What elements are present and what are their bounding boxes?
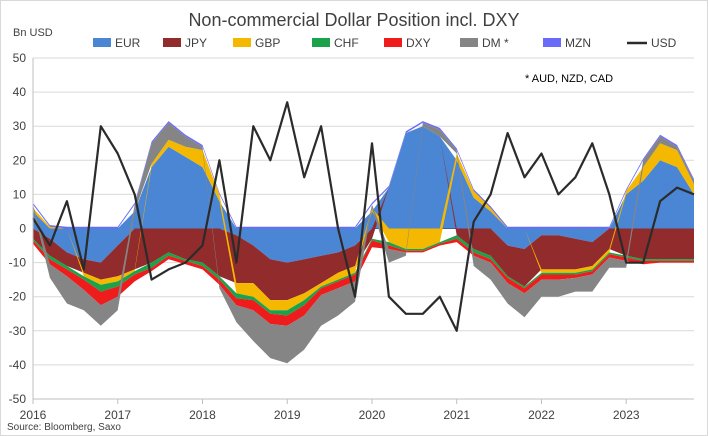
legend-swatch-mzn <box>543 38 561 47</box>
chart-title: Non-commercial Dollar Position incl. DXY <box>188 10 519 30</box>
x-tick-label: 2019 <box>274 408 301 422</box>
legend-swatch-dxy <box>384 38 402 47</box>
x-tick-label: 2018 <box>189 408 216 422</box>
dm-annotation: * AUD, NZD, CAD <box>525 73 613 85</box>
axes: 50 40 30 20 10 0 -10 -20 -30 -40 -50 2016 2017 2018 20… <box>9 51 694 422</box>
y-tick-label: 10 <box>13 187 27 201</box>
y-axis-unit: Bn USD <box>13 27 53 39</box>
y-tick-label: 30 <box>13 119 27 133</box>
legend-label: USD <box>651 36 677 50</box>
x-tick-label: 2023 <box>613 408 640 422</box>
x-tick-label: 2021 <box>443 408 470 422</box>
y-tick-label: 50 <box>13 51 27 65</box>
area-dm <box>33 122 694 364</box>
stacked-areas <box>33 121 694 364</box>
legend-label: DM * <box>482 36 509 50</box>
y-tick-label: -50 <box>9 392 27 406</box>
legend-label: CHF <box>334 36 359 50</box>
x-tick-label: 2017 <box>104 408 131 422</box>
legend-label: DXY <box>406 36 431 50</box>
source-note: Source: Bloomberg, Saxo <box>7 422 121 433</box>
legend-label: GBP <box>255 36 280 50</box>
legend: EUR JPY GBP CHF DXY DM * MZN USD <box>93 36 677 50</box>
y-tick-label: -10 <box>9 256 27 270</box>
legend-label: MZN <box>565 36 591 50</box>
y-tick-label: -30 <box>9 324 27 338</box>
y-tick-label: -40 <box>9 358 27 372</box>
x-tick-label: 2016 <box>20 408 47 422</box>
legend-swatch-gbp <box>233 38 251 47</box>
y-tick-label: 40 <box>13 85 27 99</box>
x-tick-label: 2020 <box>359 408 386 422</box>
x-tick-label: 2022 <box>528 408 555 422</box>
area-jpy <box>33 126 694 301</box>
usd-line <box>32 101 695 332</box>
y-tick-label: 20 <box>13 153 27 167</box>
legend-swatch-eur <box>93 38 111 47</box>
y-tick-label: -20 <box>9 290 27 304</box>
legend-swatch-dm <box>460 38 478 47</box>
legend-label: JPY <box>185 36 207 50</box>
y-tick-label: 0 <box>19 222 26 236</box>
legend-swatch-jpy <box>163 38 181 47</box>
usd-line-layer <box>32 101 695 332</box>
legend-swatch-chf <box>312 38 330 47</box>
legend-label: EUR <box>115 36 141 50</box>
